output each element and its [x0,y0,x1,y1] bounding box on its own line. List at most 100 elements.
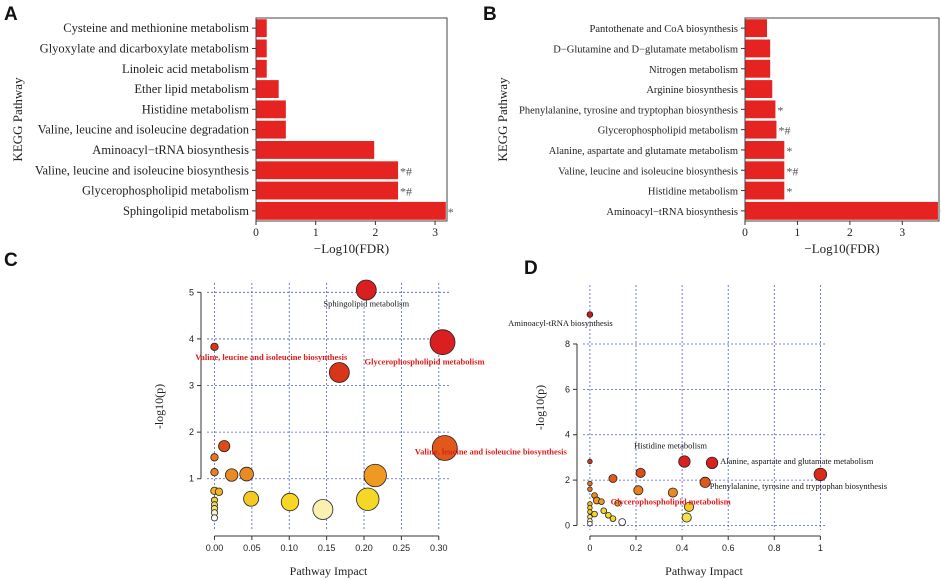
bar-2 [256,59,267,78]
category-label: Valine, leucine and isoleucine biosynthe… [558,166,738,177]
category-label: Histidine metabolism [142,102,250,116]
bar-1 [256,39,267,58]
y-tick-label: 1 [189,474,194,484]
data-point-1 [678,455,691,468]
x-axis-label: Pathway Impact [665,564,743,578]
data-point-16 [684,501,695,512]
bar-5 [745,120,777,139]
category-label: Linoleic acid metabolism [122,62,249,76]
annotation-label: Aminoacyl-tRNA biosynthesis [508,318,613,328]
significance-marker: * [786,185,792,199]
plot-frame [744,17,940,222]
data-point-2 [705,456,719,470]
data-point-0 [355,279,377,301]
annotation-label: Glycerophospholipid metabolism [611,497,731,507]
y-tick-label: 3 [189,381,194,391]
category-label: Ether lipid metabolism [134,82,249,96]
data-point-3 [813,467,828,482]
y-tick-label: 2 [565,475,570,485]
bar-7 [745,161,785,180]
data-point-25 [618,518,627,526]
x-tick-label: 0.05 [243,543,261,553]
x-tick-label: 0.25 [393,543,411,553]
data-point-2 [210,342,219,351]
panel-letter-d: D [524,258,538,279]
x-tick-label: 0.2 [630,543,643,553]
significance-marker: *# [778,124,790,138]
data-point-14 [280,492,300,512]
bar-0 [745,19,768,38]
x-tick-label: 1 [313,227,319,239]
significance-marker: * [940,205,941,219]
bar-0 [256,19,267,38]
data-point-5 [635,467,646,478]
y-axis-label: KEGG Pathway [10,77,25,162]
panel-letter-a: A [4,4,18,25]
chart-d: 0 2 4 6 8 0 0.2 0.4 0.6 0.8 1 Aminoacyl-tRNA biosyn… [415,285,887,578]
y-tick-label: 5 [189,287,194,297]
x-tick-label: 0.15 [318,543,336,553]
data-point-14 [598,498,605,505]
x-tick-label: 0 [253,227,259,239]
annotation-label: Alanine, aspartate and glutamate metabol… [720,456,874,466]
significance-marker: *# [400,185,412,199]
y-tick-label: 4 [565,430,570,440]
data-point-1 [429,329,456,356]
data-point-23 [609,515,617,522]
data-point-6 [608,474,618,483]
panel-letter-c: C [4,250,18,271]
category-label: Aminoacyl−tRNA biosynthesis [92,143,249,157]
y-tick-label: 4 [189,334,194,344]
data-point-9 [587,486,593,492]
x-tick-label: 3 [899,227,905,239]
x-tick-label: 0 [587,543,592,553]
category-label: Histidine metabolism [648,187,738,198]
category-label: Pantothenate and CoA biosynthesis [590,24,738,35]
data-point-15 [356,487,380,511]
category-label: Glycerophospholipid metabolism [598,126,738,137]
data-point-0 [586,311,594,318]
x-axis-label: −Log10(FDR) [314,241,389,256]
data-point-4 [218,440,231,453]
data-point-21 [210,514,219,522]
bar-7 [256,161,399,180]
category-label: Aminoacyl−tRNA biosynthesis [606,207,738,218]
annotation-label: Glycerophospholipid metabolism [365,357,485,367]
data-point-5 [431,435,458,461]
bar-4 [745,100,776,119]
chart-a: Cysteine and methionine metabolism Glyoxy… [10,17,454,256]
x-tick-label: 0.00 [206,543,224,553]
bar-6 [256,141,375,159]
category-label: Arginine biosynthesis [646,85,738,96]
data-point-13 [243,490,260,507]
data-point-4 [587,458,593,465]
significance-marker: * [448,205,454,219]
annotation-label: Valine, leucine and isoleucine biosynthe… [415,447,568,457]
annotation-label: Phenylalanine, tyrosine and tryptophan b… [710,481,887,491]
y-tick-label: 2 [189,427,194,437]
bar-8 [256,181,399,200]
x-tick-label: 1 [795,227,801,239]
y-tick-label: 6 [565,384,570,394]
category-label: Sphingolipid metabolism [123,204,249,218]
data-point-24 [681,512,692,523]
annotation-label: Histidine metabolism [634,440,707,450]
category-label: Glycerophospholipid metabolism [82,184,249,198]
category-label: Phenylalanine, tyrosine and tryptophan b… [519,105,738,116]
data-point-16 [312,499,334,520]
bar-9 [256,201,446,220]
data-point-7 [210,468,219,477]
data-point-3 [328,362,350,383]
annotation-label: Valine, leucine and isoleucine biosynthe… [195,352,348,362]
x-axis-label: −Log10(FDR) [804,241,879,256]
category-label: D−Glutamine and D−glutamate metabolism [553,44,738,55]
data-point-10 [363,463,387,488]
data-point-20 [600,507,608,514]
x-tick-label: 0.6 [722,543,735,553]
x-tick-label: 2 [847,227,853,239]
bar-2 [745,59,771,78]
significance-marker: *# [786,164,798,178]
data-point-9 [239,466,254,482]
category-label: Glyoxylate and dicarboxylate metabolism [40,41,250,55]
